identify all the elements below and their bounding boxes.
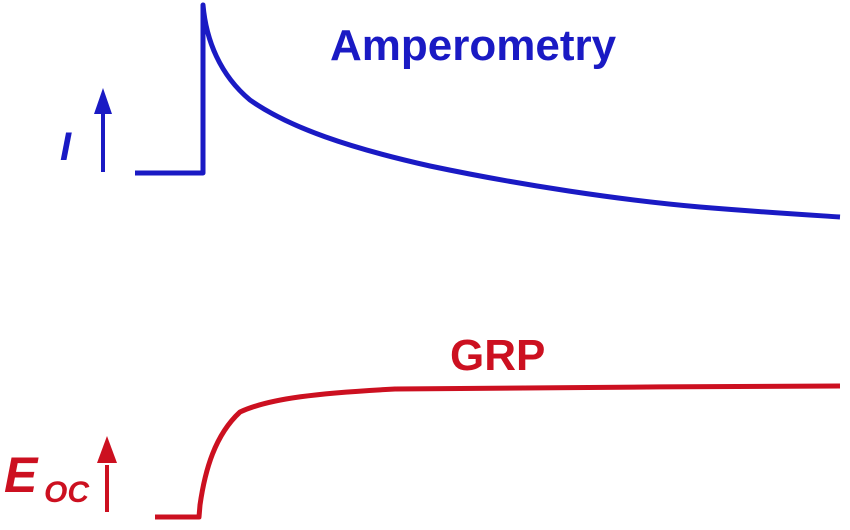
current-axis-label: I bbox=[60, 125, 72, 169]
amperometry-curve bbox=[135, 2, 841, 220]
current-arrow-icon bbox=[94, 88, 112, 172]
potential-arrow-icon bbox=[97, 436, 117, 512]
svg-text:E: E bbox=[4, 447, 39, 503]
grp-curve bbox=[155, 383, 841, 520]
grp-title: GRP bbox=[450, 331, 545, 380]
amperometry-title: Amperometry bbox=[330, 21, 617, 70]
eoc-axis-label: E OC bbox=[4, 447, 90, 509]
svg-text:OC: OC bbox=[44, 476, 90, 509]
